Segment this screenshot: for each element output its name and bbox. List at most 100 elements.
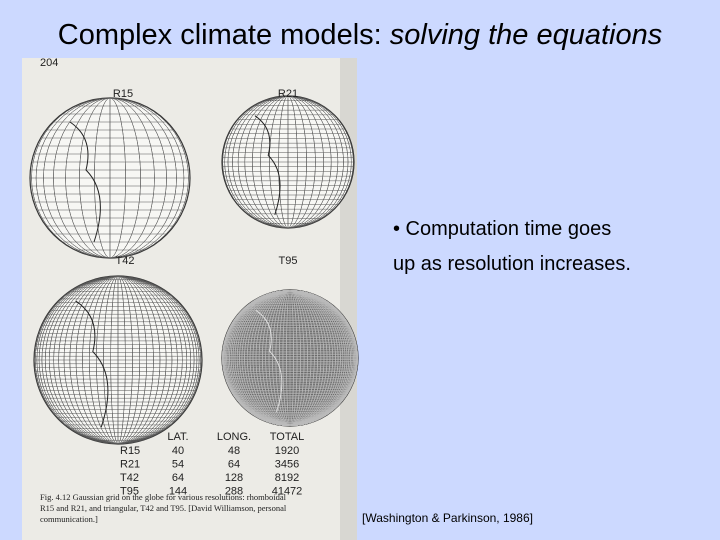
bullet-line: up as resolution increases. <box>393 253 631 275</box>
table-header: LAT. <box>167 431 188 443</box>
meridian <box>234 290 346 426</box>
table-cell: 64 <box>172 472 184 484</box>
meridian <box>246 290 334 426</box>
citation: [Washington & Parkinson, 1986] <box>362 511 533 525</box>
caption-line: communication.] <box>40 514 98 524</box>
meridian <box>239 290 341 426</box>
table-cell: 40 <box>172 445 184 457</box>
meridian <box>222 96 354 228</box>
meridian <box>241 290 339 426</box>
row-label: T95 <box>120 486 139 498</box>
meridian <box>237 96 339 228</box>
meridian <box>227 290 353 426</box>
meridian <box>262 290 318 426</box>
meridian <box>96 276 140 444</box>
meridian <box>41 276 195 444</box>
meridian <box>255 290 325 426</box>
globe-grid <box>222 290 358 426</box>
meridian <box>236 290 344 426</box>
meridian <box>224 96 352 228</box>
meridian <box>265 290 315 426</box>
table-cell: 288 <box>225 486 243 498</box>
meridian <box>232 290 348 426</box>
page-number: 204 <box>40 57 58 69</box>
meridian <box>258 290 322 426</box>
title-italic: solving the equations <box>390 19 662 51</box>
meridian <box>43 98 177 258</box>
table-header: LONG. <box>217 431 251 443</box>
meridian <box>110 276 126 444</box>
meridian <box>48 276 188 444</box>
meridian <box>94 98 126 258</box>
meridian <box>31 98 189 258</box>
globe-label: R21 <box>278 88 298 100</box>
meridian <box>45 276 191 444</box>
meridian <box>278 96 298 228</box>
continent <box>255 309 283 413</box>
caption-line: Fig. 4.12 Gaussian grid on the globe for… <box>40 492 287 502</box>
meridian <box>69 276 167 444</box>
table-cell: 64 <box>228 459 240 471</box>
globe-label: R15 <box>113 88 133 100</box>
meridian <box>227 96 349 228</box>
title-plain: Complex climate models: <box>58 19 382 51</box>
meridian <box>260 96 316 228</box>
meridian <box>232 96 344 228</box>
table-cell: 48 <box>228 445 240 457</box>
meridian <box>53 276 183 444</box>
row-label: R15 <box>120 445 140 457</box>
meridian <box>229 290 351 426</box>
table-cell: 3456 <box>275 459 299 471</box>
meridian <box>35 276 201 444</box>
table-cell: 144 <box>169 486 187 498</box>
meridian <box>63 276 173 444</box>
table-cell: 128 <box>225 472 243 484</box>
meridian <box>89 276 147 444</box>
table-cell: 54 <box>172 459 184 471</box>
row-label: T42 <box>120 472 139 484</box>
globes: R15 R21 T42 T95 <box>29 88 359 445</box>
row-label: R21 <box>120 459 140 471</box>
meridian <box>225 290 355 426</box>
meridian <box>82 276 154 444</box>
table-header: TOTAL <box>270 431 304 443</box>
meridian <box>53 98 167 258</box>
meridian <box>252 96 324 228</box>
meridian <box>75 276 161 444</box>
meridian <box>252 290 328 426</box>
meridian <box>269 96 307 228</box>
globe-grid <box>34 276 202 444</box>
meridian <box>79 98 141 258</box>
meridian <box>34 276 202 444</box>
meridian <box>275 290 305 426</box>
table-cell: 8192 <box>275 472 299 484</box>
meridian <box>35 98 185 258</box>
meridian <box>65 98 155 258</box>
meridian <box>222 290 358 426</box>
globe-grid <box>222 96 354 228</box>
meridian <box>286 290 294 426</box>
slide-title: Complex climate models: solving the equa… <box>58 19 663 51</box>
figure-caption: Fig. 4.12 Gaussian grid on the globe for… <box>40 492 287 524</box>
table-cell: 1920 <box>275 445 299 457</box>
meridian <box>268 290 312 426</box>
meridian <box>58 276 178 444</box>
meridian <box>249 290 331 426</box>
globe-label: T95 <box>279 255 298 267</box>
meridian <box>272 290 308 426</box>
continent <box>75 300 109 428</box>
meridian <box>36 276 200 444</box>
meridian <box>224 290 356 426</box>
table-cell: 41472 <box>272 486 303 498</box>
continent <box>254 115 281 215</box>
globe-grid <box>30 98 190 258</box>
globe-label: T42 <box>116 255 135 267</box>
meridian <box>103 276 133 444</box>
bullet-line: • Computation time goes <box>393 218 611 240</box>
meridian <box>38 276 198 444</box>
meridian <box>279 290 301 426</box>
meridian <box>244 290 336 426</box>
meridian <box>230 290 350 426</box>
